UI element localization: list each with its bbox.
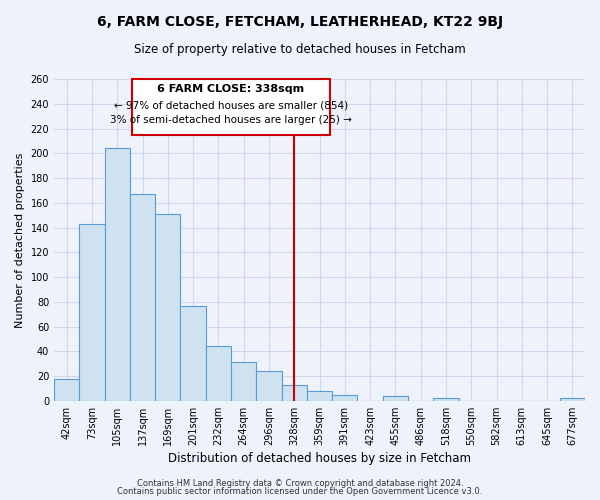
Bar	[155, 214, 181, 401]
Bar	[206, 346, 231, 401]
Bar	[256, 371, 281, 401]
Text: 6, FARM CLOSE, FETCHAM, LEATHERHEAD, KT22 9BJ: 6, FARM CLOSE, FETCHAM, LEATHERHEAD, KT2…	[97, 15, 503, 29]
Text: 6 FARM CLOSE: 338sqm: 6 FARM CLOSE: 338sqm	[157, 84, 305, 94]
Bar	[130, 194, 155, 401]
Text: Contains public sector information licensed under the Open Government Licence v3: Contains public sector information licen…	[118, 487, 482, 496]
Bar	[79, 224, 104, 401]
Bar	[560, 398, 585, 401]
X-axis label: Distribution of detached houses by size in Fetcham: Distribution of detached houses by size …	[168, 452, 471, 465]
FancyBboxPatch shape	[133, 79, 329, 134]
Text: ← 97% of detached houses are smaller (854): ← 97% of detached houses are smaller (85…	[114, 100, 348, 110]
Bar	[433, 398, 458, 401]
Bar	[332, 394, 358, 401]
Text: Size of property relative to detached houses in Fetcham: Size of property relative to detached ho…	[134, 42, 466, 56]
Y-axis label: Number of detached properties: Number of detached properties	[15, 152, 25, 328]
Text: 3% of semi-detached houses are larger (25) →: 3% of semi-detached houses are larger (2…	[110, 115, 352, 125]
Bar	[307, 391, 332, 401]
Bar	[383, 396, 408, 401]
Bar	[54, 378, 79, 401]
Bar	[181, 306, 206, 401]
Bar	[104, 148, 130, 401]
Bar	[231, 362, 256, 401]
Bar	[281, 384, 307, 401]
Text: Contains HM Land Registry data © Crown copyright and database right 2024.: Contains HM Land Registry data © Crown c…	[137, 478, 463, 488]
